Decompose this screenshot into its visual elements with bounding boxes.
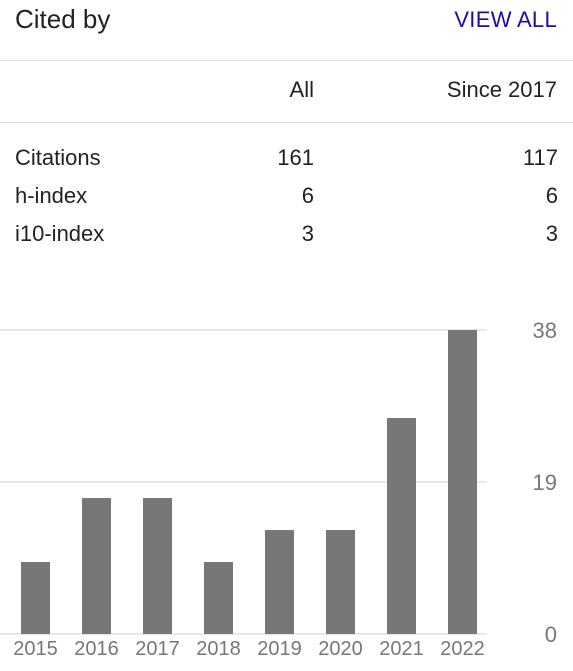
- bar-2021: [387, 418, 416, 634]
- y-tick-label: 19: [533, 470, 557, 495]
- view-all-link[interactable]: VIEW ALL: [454, 7, 557, 32]
- bar-2020: [326, 530, 355, 634]
- row-label[interactable]: h-index: [15, 183, 88, 208]
- row-label[interactable]: Citations: [15, 145, 101, 170]
- citations-bar-chart: 0 19 38 2015 2016 2017 2018 2019 2020 2021 2022: [0, 318, 557, 660]
- x-tick-label: 2022: [440, 638, 485, 660]
- cell-since: 117: [522, 145, 558, 170]
- y-tick-label: 38: [533, 318, 557, 343]
- column-header-all: All: [289, 77, 314, 102]
- bar-2019: [265, 530, 294, 634]
- cell-all: 3: [301, 221, 314, 246]
- row-label[interactable]: i10-index: [15, 221, 105, 246]
- y-tick-label: 0: [545, 622, 557, 647]
- cell-since: 6: [545, 183, 558, 208]
- bar-2016: [82, 498, 111, 634]
- x-tick-label: 2021: [379, 638, 424, 660]
- table-row-citations: Citations 161 117: [0, 145, 573, 183]
- cell-all: 161: [277, 145, 314, 170]
- cell-since: 3: [545, 221, 558, 246]
- section-title: Cited by: [15, 4, 111, 34]
- x-tick-label: 2018: [196, 638, 241, 660]
- x-tick-label: 2019: [257, 638, 302, 660]
- table-row-h-index: h-index 6 6: [0, 183, 573, 221]
- x-tick-label: 2016: [74, 638, 119, 660]
- header-divider: [0, 60, 573, 61]
- bar-2015: [21, 562, 50, 634]
- x-tick-label: 2015: [13, 638, 58, 660]
- table-header-divider: [0, 122, 573, 123]
- cell-all: 6: [301, 183, 314, 208]
- header: Cited by VIEW ALL: [0, 0, 573, 60]
- x-tick-label: 2020: [318, 638, 363, 660]
- bar-2018: [204, 562, 233, 634]
- column-header-since: Since 2017: [446, 77, 557, 102]
- bar-2022: [448, 330, 477, 634]
- bar-2017: [143, 498, 172, 634]
- table-row-i10-index: i10-index 3 3: [0, 221, 573, 259]
- x-tick-label: 2017: [135, 638, 180, 660]
